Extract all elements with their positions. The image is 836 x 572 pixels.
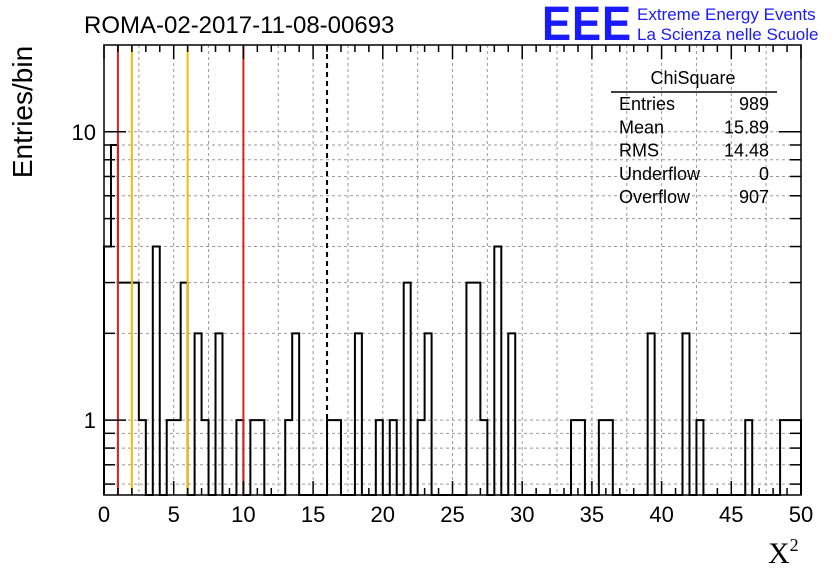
x-axis-label-base: X <box>768 537 790 570</box>
stats-box: ChiSquare Entries 989 Mean 15.89 RMS 14.48 Und… <box>611 68 777 207</box>
x-tick-label: 40 <box>649 502 673 527</box>
grid <box>104 45 801 495</box>
y-tick-label: 1 <box>84 408 96 433</box>
x-axis-label-superscript: 2 <box>790 535 799 555</box>
y-tick-labels: 1 10 <box>72 120 96 433</box>
x-tick-label: 30 <box>510 502 534 527</box>
stats-rows: Entries 989 Mean 15.89 RMS 14.48 Underflow 0 Ove… <box>619 94 769 207</box>
x-tick-label: 25 <box>440 502 464 527</box>
x-tick-label: 15 <box>301 502 325 527</box>
axis-ticks <box>103 45 802 495</box>
x-tick-labels: 0 5 10 15 20 25 30 35 40 45 50 <box>98 502 813 527</box>
x-tick-label: 0 <box>98 502 110 527</box>
x-tick-label: 10 <box>231 502 255 527</box>
stats-row-value: 907 <box>739 187 769 207</box>
stats-row-label: Underflow <box>619 164 701 184</box>
x-tick-label: 45 <box>719 502 743 527</box>
logo-line-1: Extreme Energy Events <box>637 5 816 24</box>
x-tick-label: 5 <box>168 502 180 527</box>
stats-box-name: ChiSquare <box>650 68 735 88</box>
chart-title: ROMA-02-2017-11-08-00693 <box>84 12 394 39</box>
x-tick-label: 50 <box>789 502 813 527</box>
stats-row-value: 15.89 <box>724 117 769 137</box>
stats-row-label: Mean <box>619 117 664 137</box>
y-axis-label: Entries/bin <box>7 46 38 178</box>
stats-row-label: Overflow <box>619 187 691 207</box>
stats-row-label: Entries <box>619 94 675 114</box>
stats-row-value: 989 <box>739 94 769 114</box>
x-tick-label: 35 <box>580 502 604 527</box>
y-tick-label: 10 <box>72 120 96 145</box>
x-tick-label: 20 <box>371 502 395 527</box>
logo-letters: EEE <box>542 0 632 51</box>
stats-row-value: 14.48 <box>724 141 769 161</box>
logo-line-2: La Scienza nelle Scuole <box>637 25 818 44</box>
stats-row-value: 0 <box>759 164 769 184</box>
x-axis-label: X2 <box>768 535 799 570</box>
eee-logo: EEE Extreme Energy Events La Scienza nel… <box>542 0 818 51</box>
stats-row-label: RMS <box>619 141 659 161</box>
